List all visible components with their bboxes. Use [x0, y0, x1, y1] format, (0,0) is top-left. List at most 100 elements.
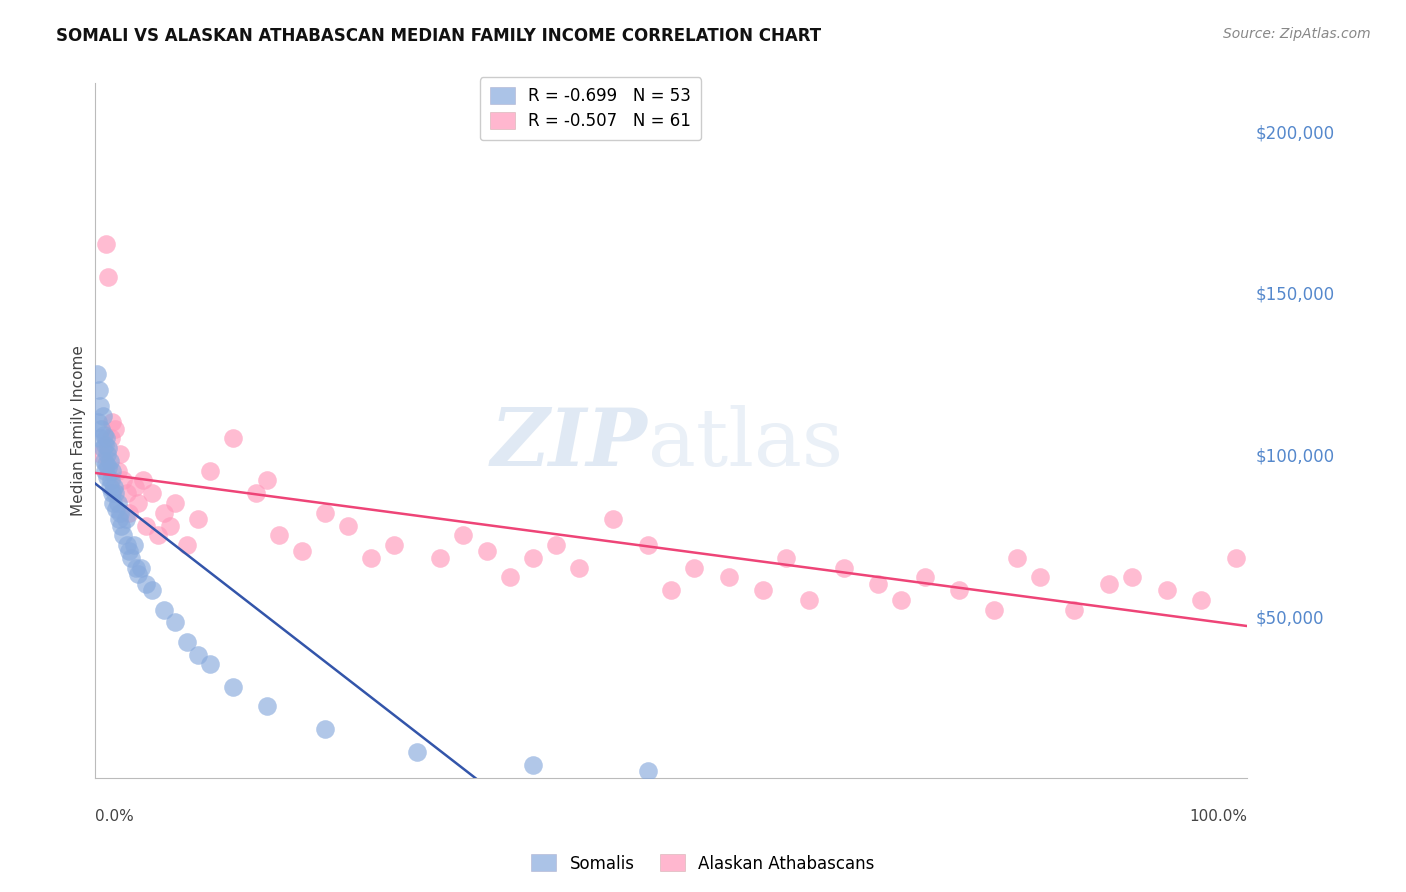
Point	[146, 528, 169, 542]
Point	[90, 447, 112, 461]
Point	[1029, 570, 1052, 584]
Point	[118, 506, 141, 520]
Point	[114, 512, 136, 526]
Point	[176, 538, 198, 552]
Point	[152, 602, 174, 616]
Point	[127, 496, 149, 510]
Point	[94, 464, 117, 478]
Point	[101, 415, 124, 429]
Text: 100.0%: 100.0%	[1189, 809, 1247, 824]
Point	[96, 470, 118, 484]
Point	[124, 480, 146, 494]
Point	[1225, 550, 1247, 565]
Legend: R = -0.699   N = 53, R = -0.507   N = 61: R = -0.699 N = 53, R = -0.507 N = 61	[479, 78, 700, 140]
Point	[291, 544, 314, 558]
Point	[176, 635, 198, 649]
Point	[983, 602, 1005, 616]
Point	[360, 550, 382, 565]
Point	[453, 528, 475, 542]
Point	[752, 583, 775, 598]
Point	[97, 269, 120, 284]
Point	[868, 576, 890, 591]
Point	[222, 431, 245, 445]
Point	[125, 560, 148, 574]
Point	[101, 496, 124, 510]
Point	[948, 583, 970, 598]
Point	[1156, 583, 1178, 598]
Point	[775, 550, 797, 565]
Point	[107, 496, 129, 510]
Text: SOMALI VS ALASKAN ATHABASCAN MEDIAN FAMILY INCOME CORRELATION CHART: SOMALI VS ALASKAN ATHABASCAN MEDIAN FAMI…	[56, 27, 821, 45]
Point	[107, 464, 129, 478]
Point	[1098, 576, 1121, 591]
Point	[159, 518, 181, 533]
Point	[890, 592, 912, 607]
Point	[522, 757, 544, 772]
Point	[135, 518, 157, 533]
Point	[187, 512, 209, 526]
Point	[101, 486, 124, 500]
Point	[98, 480, 121, 494]
Point	[152, 506, 174, 520]
Y-axis label: Median Family Income: Median Family Income	[72, 345, 86, 516]
Point	[107, 512, 129, 526]
Point	[522, 550, 544, 565]
Point	[115, 486, 138, 500]
Point	[97, 460, 120, 475]
Point	[108, 447, 131, 461]
Point	[198, 657, 221, 672]
Point	[94, 237, 117, 252]
Point	[382, 538, 405, 552]
Point	[314, 506, 336, 520]
Point	[1005, 550, 1028, 565]
Point	[87, 415, 110, 429]
Point	[187, 648, 209, 662]
Text: 0.0%: 0.0%	[94, 809, 134, 824]
Point	[105, 502, 128, 516]
Point	[120, 550, 142, 565]
Point	[110, 518, 132, 533]
Point	[103, 480, 125, 494]
Point	[98, 454, 121, 468]
Point	[1121, 570, 1143, 584]
Point	[429, 550, 451, 565]
Text: Source: ZipAtlas.com: Source: ZipAtlas.com	[1223, 27, 1371, 41]
Point	[93, 454, 115, 468]
Point	[118, 544, 141, 558]
Point	[101, 464, 124, 478]
Point	[602, 512, 624, 526]
Point	[544, 538, 567, 552]
Point	[94, 431, 117, 445]
Point	[91, 409, 114, 423]
Point	[637, 538, 659, 552]
Point	[127, 566, 149, 581]
Point	[122, 538, 145, 552]
Point	[112, 473, 135, 487]
Point	[198, 464, 221, 478]
Point	[568, 560, 591, 574]
Point	[141, 583, 163, 598]
Point	[94, 457, 117, 471]
Point	[132, 473, 155, 487]
Point	[245, 486, 267, 500]
Point	[108, 506, 131, 520]
Point	[498, 570, 520, 584]
Point	[799, 592, 821, 607]
Point	[90, 421, 112, 435]
Point	[94, 438, 117, 452]
Point	[93, 428, 115, 442]
Text: ZIP: ZIP	[491, 405, 648, 483]
Point	[914, 570, 936, 584]
Point	[267, 528, 290, 542]
Point	[141, 486, 163, 500]
Point	[96, 447, 118, 461]
Point	[129, 560, 152, 574]
Point	[100, 431, 122, 445]
Point	[115, 538, 138, 552]
Point	[86, 367, 108, 381]
Point	[717, 570, 740, 584]
Point	[89, 431, 111, 445]
Point	[637, 764, 659, 778]
Point	[89, 383, 111, 397]
Point	[135, 576, 157, 591]
